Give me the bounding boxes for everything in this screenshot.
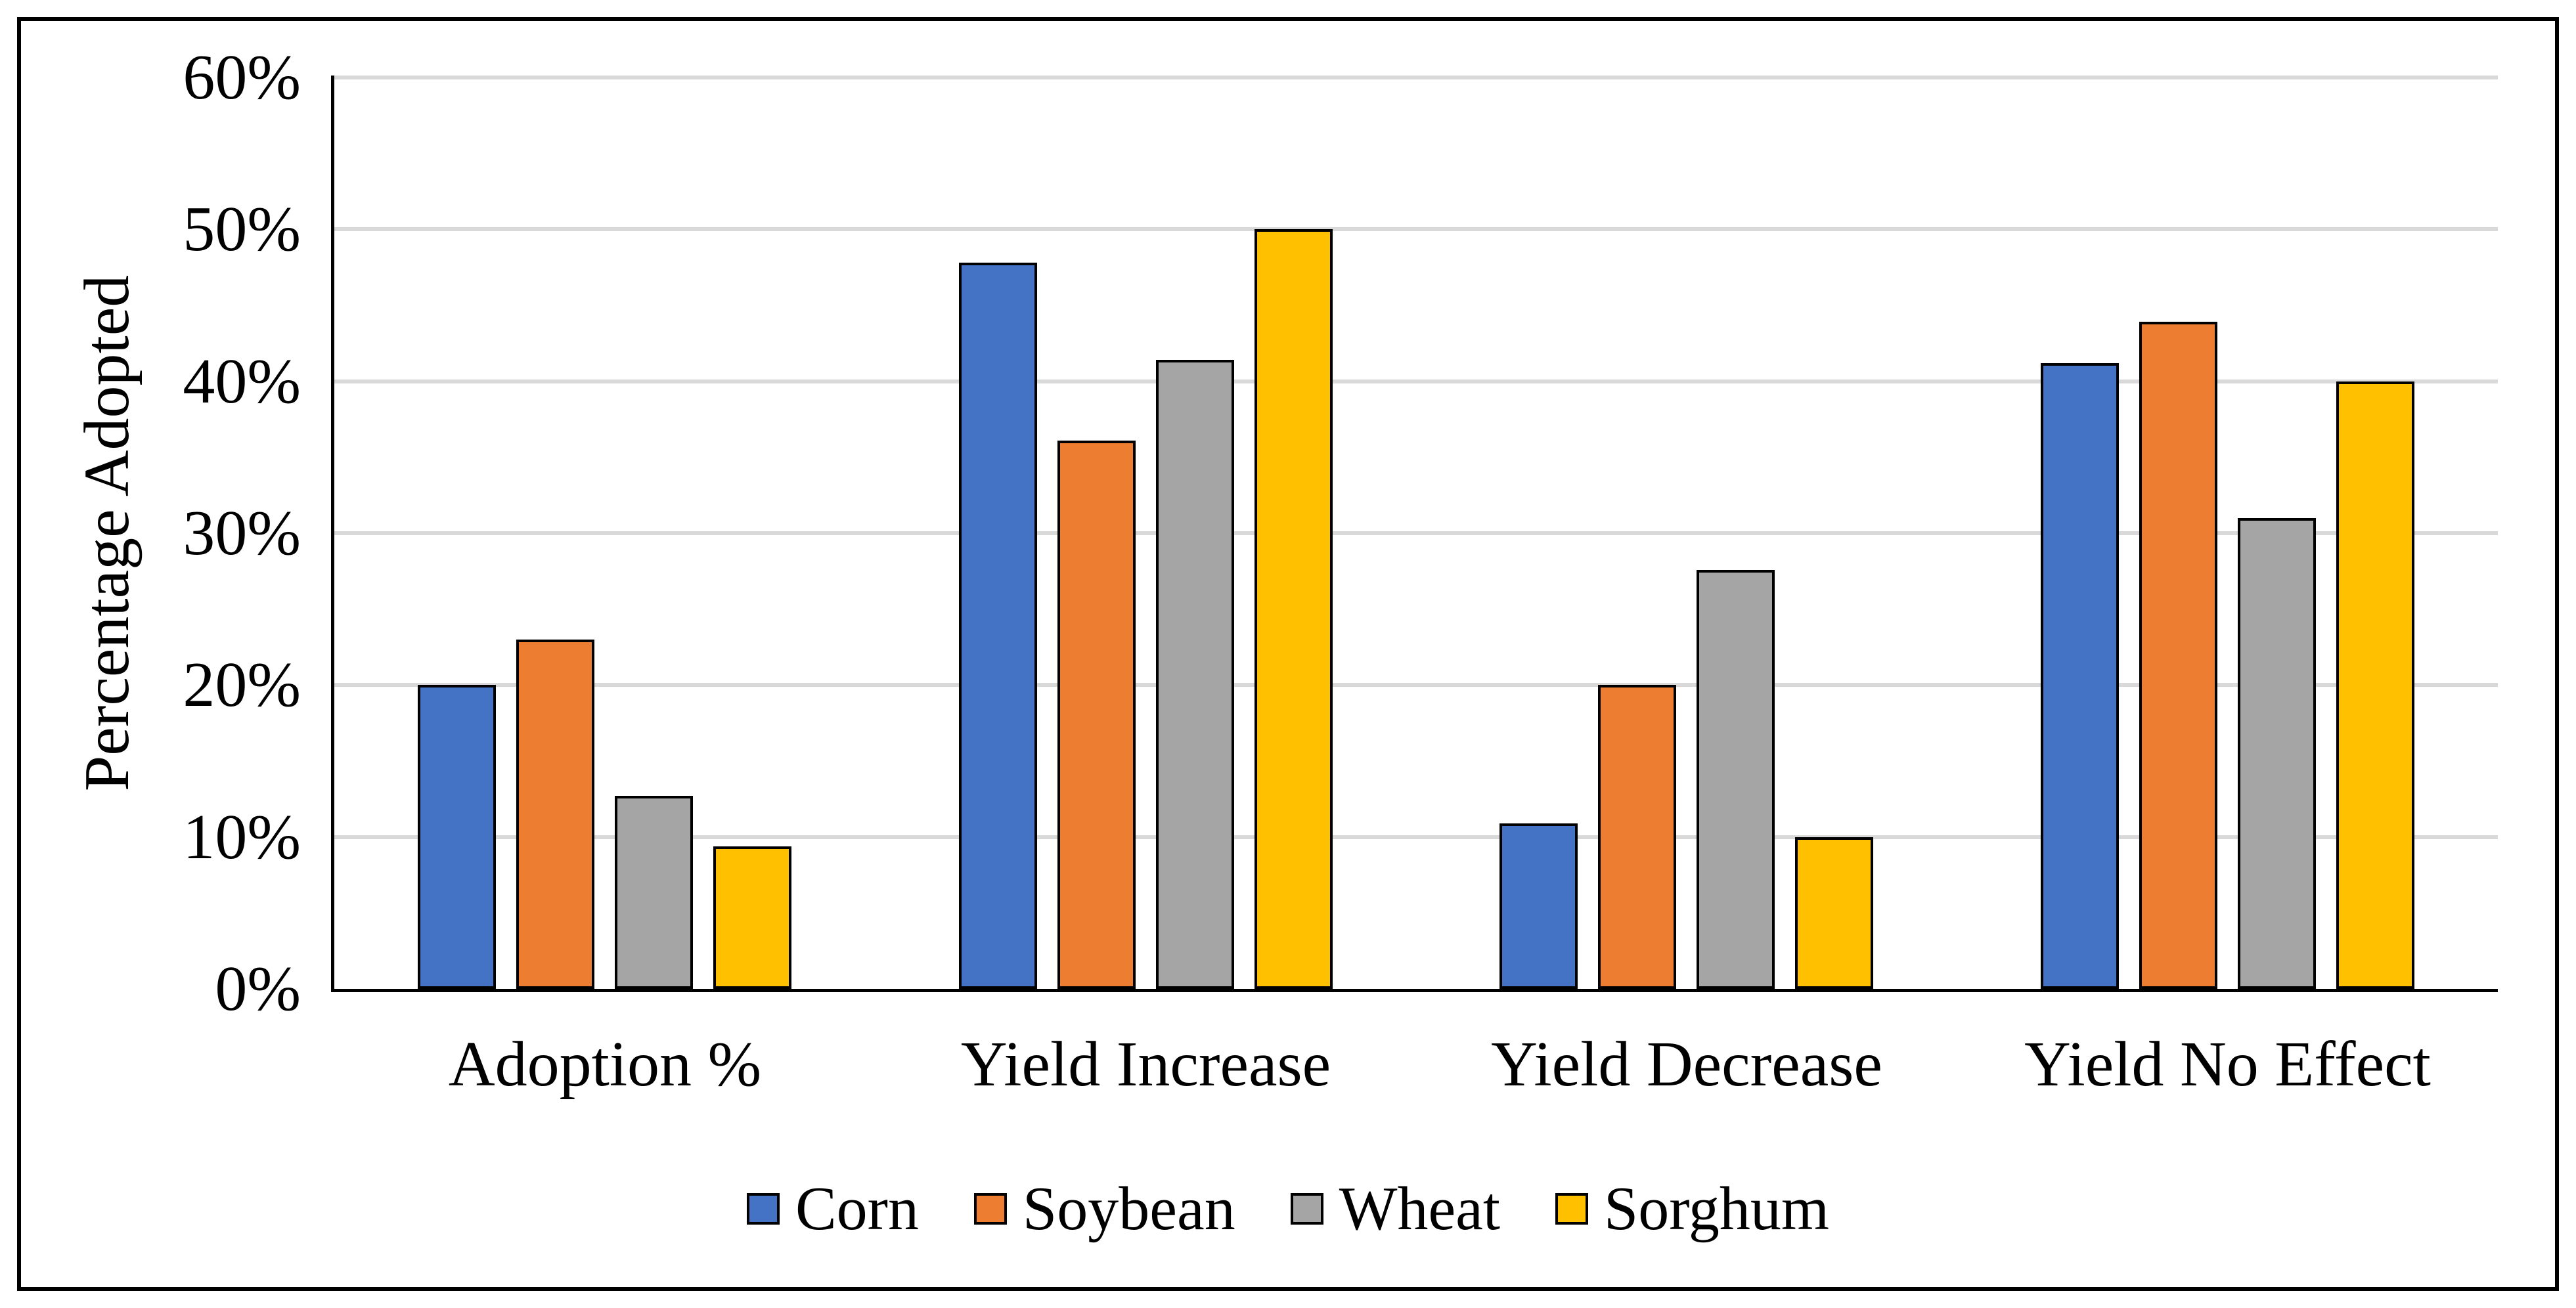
y-axis-line [331,76,334,992]
bar-corn-yield-no-effect [2040,362,2119,989]
legend-label-sorghum: Sorghum [1604,1175,1829,1243]
legend-label-soybean: Soybean [1022,1175,1235,1243]
legend-swatch-corn [746,1193,780,1225]
bar-soybean-yield-decrease [1598,685,1677,989]
bar-sorghum-yield-increase [1254,229,1333,989]
legend-label-wheat: Wheat [1339,1175,1500,1243]
bar-soybean-adoption [516,639,595,989]
bar-sorghum-yield-no-effect [2336,381,2414,989]
bar-wheat-yield-increase [1155,360,1234,989]
y-tick-label-60: 60% [183,42,301,113]
legend-entry-soybean: Soybean [973,1175,1235,1243]
gridline-20 [334,683,2498,687]
bar-wheat-yield-decrease [1697,569,1775,989]
y-tick-label-20: 20% [183,649,301,721]
x-category-label-yield-increase: Yield Increase [960,1029,1331,1100]
y-tick-label-30: 30% [183,498,301,569]
legend: Corn Soybean Wheat Sorghum [0,1173,2576,1245]
gridline-10 [334,835,2498,839]
gridline-50 [334,227,2498,232]
bar-soybean-yield-increase [1057,440,1136,989]
x-category-label-yield-decrease: Yield Decrease [1491,1029,1882,1100]
bar-soybean-yield-no-effect [2139,322,2217,989]
y-tick-label-50: 50% [183,194,301,265]
bar-wheat-yield-no-effect [2237,517,2316,989]
x-category-label-yield-no-effect: Yield No Effect [2024,1029,2431,1100]
gridline-60 [334,76,2498,79]
legend-entry-sorghum: Sorghum [1555,1176,1829,1242]
bar-sorghum-yield-decrease [1795,837,1874,989]
legend-swatch-wheat [1290,1193,1323,1225]
legend-swatch-sorghum [1555,1193,1588,1225]
y-tick-label-40: 40% [183,345,301,417]
bar-sorghum-adoption [713,846,792,989]
legend-swatch-soybean [973,1193,1007,1225]
legend-label-corn: Corn [795,1175,919,1243]
legend-entry-wheat: Wheat [1290,1175,1500,1243]
bar-corn-yield-increase [958,263,1037,989]
gridline-30 [334,531,2498,535]
bar-corn-yield-decrease [1499,823,1578,989]
y-tick-label-10: 10% [183,801,301,873]
plot-area [331,76,2498,992]
x-axis-line [331,989,2498,992]
bar-corn-adoption [418,685,497,989]
legend-entry-corn: Corn [746,1175,919,1243]
x-category-label-adoption: Adoption % [448,1029,762,1100]
y-tick-label-0: 0% [215,953,301,1024]
bar-wheat-adoption [615,796,694,989]
gridline-40 [334,379,2498,383]
